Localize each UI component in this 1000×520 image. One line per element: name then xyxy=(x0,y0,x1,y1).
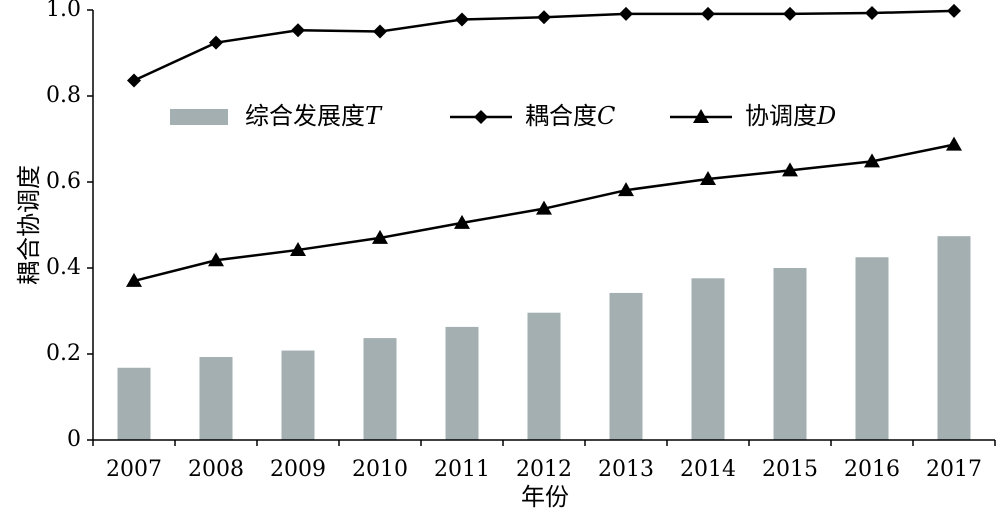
point-C-2007 xyxy=(127,73,141,88)
x-tick-label: 2013 xyxy=(598,457,654,482)
legend-label: 综合发展度T xyxy=(245,102,383,131)
bar-2016 xyxy=(855,257,889,440)
x-tick-label: 2009 xyxy=(270,457,326,482)
legend-marker-triangle xyxy=(693,109,709,123)
point-C-2011 xyxy=(455,12,469,27)
bar-2007 xyxy=(117,367,151,440)
point-D-2012 xyxy=(536,200,552,215)
bar-2013 xyxy=(609,292,643,440)
bar-2008 xyxy=(199,357,233,440)
legend-label: 耦合度C xyxy=(525,102,615,131)
x-tick-label: 2008 xyxy=(188,457,244,482)
legend: 综合发展度T 耦合度C 协调度D xyxy=(170,102,836,131)
point-D-2013 xyxy=(618,182,634,197)
x-tick-label: 2017 xyxy=(926,457,982,482)
y-tick-label: 0.4 xyxy=(46,255,81,280)
x-tick-label: 2007 xyxy=(106,457,162,482)
bar-2014 xyxy=(691,278,725,440)
axes: 0 0.2 0.4 0.6 0.8 1.0 2007 2008 2009 2010 2011 2012… xyxy=(46,0,996,482)
point-C-2015 xyxy=(783,6,797,21)
plot-area xyxy=(117,3,971,440)
legend-label-symbol: C xyxy=(597,102,615,130)
point-C-2012 xyxy=(537,10,551,25)
y-tick-label: 0 xyxy=(67,427,81,452)
legend-label-name: 协调度 xyxy=(745,102,817,130)
point-D-2017 xyxy=(946,136,962,151)
x-tick-label: 2010 xyxy=(352,457,408,482)
point-D-2011 xyxy=(454,214,470,229)
bar-2017 xyxy=(937,236,971,440)
legend-label-name: 综合发展度 xyxy=(245,102,365,130)
x-tick-label: 2014 xyxy=(680,457,736,482)
point-D-2008 xyxy=(208,252,224,267)
legend-label-name: 耦合度 xyxy=(525,102,597,130)
legend-label-symbol: T xyxy=(365,102,383,130)
legend-label-symbol: D xyxy=(816,102,836,130)
bar-2012 xyxy=(527,312,561,440)
point-C-2010 xyxy=(373,24,387,39)
point-C-2008 xyxy=(209,35,223,50)
bar-2015 xyxy=(773,268,807,440)
y-tick-label: 0.2 xyxy=(46,341,81,366)
x-tick-label: 2011 xyxy=(434,457,490,482)
point-C-2013 xyxy=(619,6,633,21)
bar-2011 xyxy=(445,326,479,440)
x-axis-label: 年份 xyxy=(521,483,569,511)
y-tick-label: 0.6 xyxy=(46,169,81,194)
x-tick-label: 2015 xyxy=(762,457,818,482)
point-D-2014 xyxy=(700,170,716,185)
point-D-2010 xyxy=(372,229,388,244)
point-C-2014 xyxy=(701,6,715,21)
y-tick-label: 1.0 xyxy=(46,0,81,22)
point-C-2017 xyxy=(947,3,961,18)
legend-swatch-bar xyxy=(170,109,228,125)
bar-2010 xyxy=(363,338,397,440)
y-tick-label: 0.8 xyxy=(46,83,81,108)
bar-2009 xyxy=(281,350,315,440)
point-C-2009 xyxy=(291,23,305,38)
point-D-2015 xyxy=(782,162,798,177)
x-tick-label: 2012 xyxy=(516,457,572,482)
point-D-2016 xyxy=(864,153,880,168)
legend-label: 协调度D xyxy=(745,102,836,131)
x-tick-label: 2016 xyxy=(844,457,900,482)
point-D-2007 xyxy=(126,272,142,287)
legend-marker-diamond xyxy=(474,110,488,124)
point-D-2009 xyxy=(290,241,306,256)
point-C-2016 xyxy=(865,6,879,21)
y-axis-label: 耦合协调度 xyxy=(15,165,43,285)
